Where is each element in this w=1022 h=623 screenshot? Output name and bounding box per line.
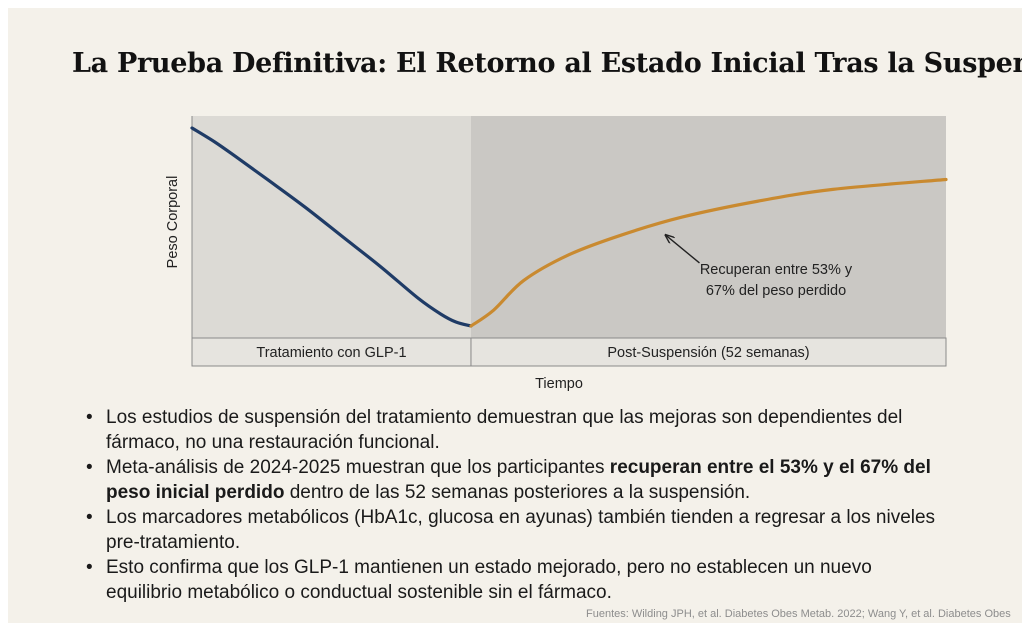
bullet-text: Los marcadores metabólicos (HbA1c, gluco… (106, 507, 936, 528)
bullet-line: Meta-análisis de 2024-2025 muestran que … (106, 455, 1022, 480)
bullet-line: pre-tratamiento. (106, 530, 1022, 555)
bullet-text: pre-tratamiento. (106, 532, 241, 553)
region-label-band-0 (191, 337, 472, 367)
region-background-1 (470, 116, 946, 338)
bullet-item-4: Esto confirma que los GLP-1 mantienen un… (86, 555, 1022, 605)
bullet-list: Los estudios de suspensión del tratamien… (86, 405, 1022, 605)
bullet-text: Esto confirma que los GLP-1 mantienen un… (106, 557, 872, 578)
annotation-text-line-2: 67% del peso perdido (706, 283, 846, 299)
bullet-text: fármaco, no una restauración funcional. (106, 432, 440, 453)
region-label-1: Post-Suspensión (52 semanas) (607, 345, 809, 361)
bullet-line: Los estudios de suspensión del tratamien… (106, 405, 1022, 430)
bullet-text: Meta-análisis de 2024-2025 muestran que … (106, 457, 610, 478)
y-axis-label: Peso Corporal (165, 176, 181, 269)
bullet-item-2: Meta-análisis de 2024-2025 muestran que … (86, 455, 1022, 505)
chart: Tratamiento con GLP-1 Post-Suspensión (52… (165, 116, 948, 392)
bullet-text: equilibrio metabólico o conductual soste… (106, 582, 612, 603)
bullet-text: Los estudios de suspensión del tratamien… (106, 407, 903, 428)
series-line-post-suspensi-n (469, 177, 948, 328)
bullet-emphasis: recuperan entre el 53% y el 67% del (609, 457, 931, 478)
region-label-band-1 (470, 337, 947, 367)
bullet-line: peso inicial perdido dentro de las 52 se… (106, 480, 1022, 505)
annotation-text-line-1: Recuperan entre 53% y (700, 262, 853, 278)
bullet-text: dentro de las 52 semanas posteriores a l… (284, 482, 751, 503)
bullet-line: equilibrio metabólico o conductual soste… (106, 580, 1022, 605)
slide-title: La Prueba Definitiva: El Retorno al Esta… (72, 48, 1022, 79)
x-axis-label: Tiempo (535, 376, 583, 392)
sources-footer: Fuentes: Wilding JPH, et al. Diabetes Ob… (586, 608, 1011, 620)
bullet-line: fármaco, no una restauración funcional. (106, 430, 1022, 455)
annotation-arrow (665, 235, 700, 264)
bullet-item-3: Los marcadores metabólicos (HbA1c, gluco… (86, 505, 1022, 555)
bullet-line: Esto confirma que los GLP-1 mantienen un… (106, 555, 1022, 580)
slide: La Prueba Definitiva: El Retorno al Esta… (8, 8, 1022, 623)
region-label-0: Tratamiento con GLP-1 (256, 345, 406, 361)
bullet-item-1: Los estudios de suspensión del tratamien… (86, 405, 1022, 455)
bullet-emphasis: peso inicial perdido (106, 482, 285, 503)
series-line-tratamiento (190, 126, 473, 328)
bullet-line: Los marcadores metabólicos (HbA1c, gluco… (106, 505, 1022, 530)
